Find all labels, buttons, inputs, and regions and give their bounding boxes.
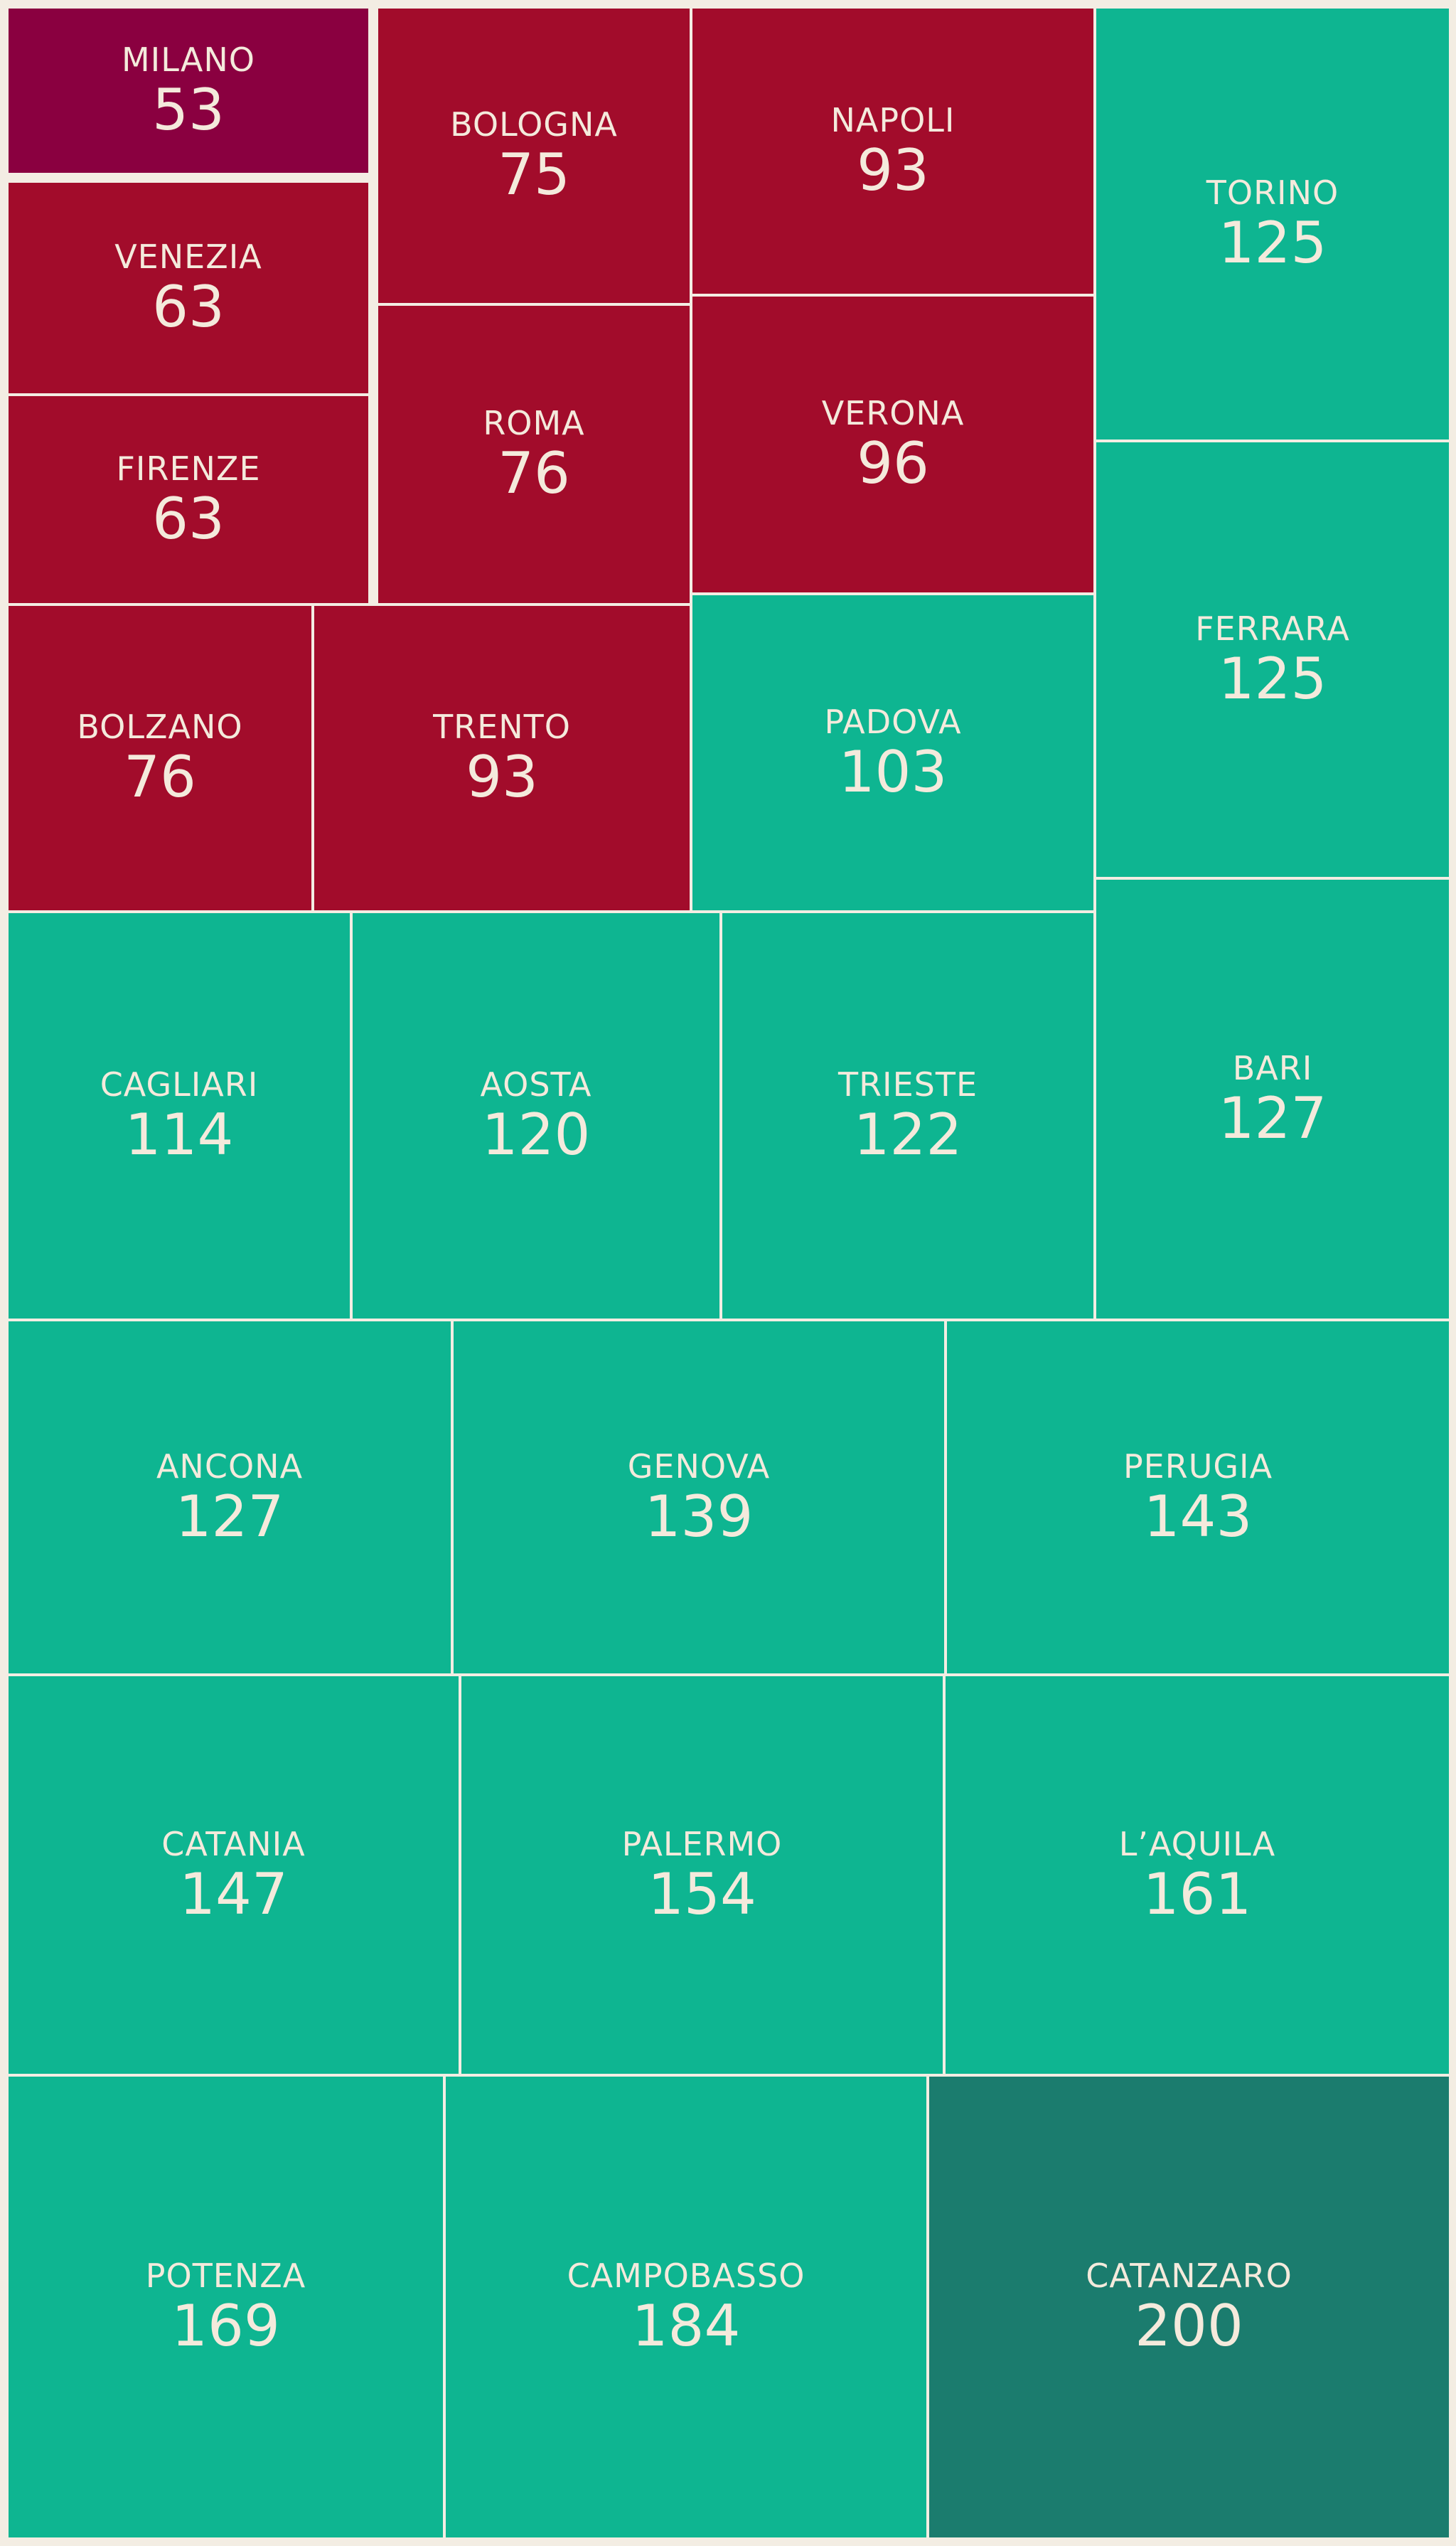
tile-value: 161 bbox=[1142, 1860, 1252, 1927]
tile-value: 125 bbox=[1218, 645, 1327, 712]
treemap-tile: TORINO 125 bbox=[1095, 7, 1450, 441]
tile-label: GENOVA bbox=[627, 1447, 771, 1486]
tile-label: FERRARA bbox=[1195, 609, 1350, 648]
tile-value: 63 bbox=[152, 485, 225, 552]
tile-label: BOLOGNA bbox=[450, 105, 618, 144]
tile-label: PERUGIA bbox=[1123, 1447, 1273, 1486]
treemap-tile: BOLOGNA 75 bbox=[377, 7, 691, 304]
tile-value: 143 bbox=[1143, 1483, 1253, 1550]
treemap-tile: NAPOLI 93 bbox=[691, 7, 1095, 295]
treemap-tile: POTENZA 169 bbox=[7, 2075, 444, 2539]
tile-label: VERONA bbox=[821, 394, 965, 432]
tile-label: VENEZIA bbox=[114, 238, 262, 276]
tile-value: 75 bbox=[498, 142, 570, 208]
treemap-tile: CAMPOBASSO 184 bbox=[444, 2075, 928, 2539]
tile-value: 103 bbox=[838, 738, 948, 805]
treemap-tile: CATANIA 147 bbox=[7, 1675, 460, 2075]
tile-label: TRIESTE bbox=[837, 1065, 978, 1104]
tile-label: BARI bbox=[1232, 1048, 1313, 1087]
tile-label: PALERMO bbox=[621, 1824, 783, 1863]
tile-label: CATANIA bbox=[161, 1824, 306, 1863]
tile-value: 139 bbox=[644, 1483, 754, 1550]
tile-value: 184 bbox=[631, 2293, 741, 2359]
treemap-tile: BARI 127 bbox=[1095, 878, 1450, 1320]
tile-value: 76 bbox=[124, 744, 196, 810]
tile-value: 120 bbox=[481, 1102, 591, 1168]
treemap-tile: PERUGIA 143 bbox=[946, 1320, 1450, 1675]
tile-value: 96 bbox=[857, 430, 929, 496]
tile-value: 93 bbox=[857, 137, 929, 203]
treemap-tile: CAGLIARI 114 bbox=[7, 912, 351, 1320]
treemap-tile: PALERMO 154 bbox=[460, 1675, 944, 2075]
treemap-tile: L’AQUILA 161 bbox=[944, 1675, 1450, 2075]
tile-label: AOSTA bbox=[480, 1065, 592, 1104]
tile-label: CATANZARO bbox=[1086, 2257, 1292, 2295]
treemap-tile: GENOVA 139 bbox=[452, 1320, 946, 1675]
treemap-tile: ROMA 76 bbox=[377, 304, 691, 604]
tile-label: NAPOLI bbox=[830, 100, 956, 139]
treemap-tile: PADOVA 103 bbox=[691, 594, 1095, 912]
tile-label: ANCONA bbox=[156, 1447, 304, 1486]
tile-value: 53 bbox=[152, 76, 225, 143]
tile-value: 147 bbox=[179, 1860, 288, 1927]
treemap-tile: BOLZANO 76 bbox=[7, 604, 313, 912]
tile-value: 169 bbox=[171, 2293, 280, 2359]
treemap-tile: FERRARA 125 bbox=[1095, 441, 1450, 878]
treemap-tile: ANCONA 127 bbox=[7, 1320, 452, 1675]
tile-label: FIRENZE bbox=[116, 449, 261, 488]
treemap-tile: TRIESTE 122 bbox=[721, 912, 1095, 1320]
tile-label: ROMA bbox=[483, 404, 585, 442]
tile-value: 76 bbox=[498, 440, 570, 506]
treemap-tile: TRENTO 93 bbox=[313, 604, 691, 912]
tile-label: BOLZANO bbox=[77, 708, 243, 746]
tile-label: L’AQUILA bbox=[1118, 1824, 1276, 1863]
treemap-tile: FIRENZE 63 bbox=[7, 395, 370, 604]
treemap-tile: MILANO 53 bbox=[7, 7, 370, 174]
treemap-tile: CATANZARO 200 bbox=[928, 2075, 1450, 2539]
tile-label: CAMPOBASSO bbox=[567, 2257, 805, 2295]
tile-label: TORINO bbox=[1206, 174, 1339, 212]
tile-value: 93 bbox=[466, 744, 538, 810]
treemap-tile: AOSTA 120 bbox=[351, 912, 721, 1320]
tile-value: 200 bbox=[1135, 2293, 1243, 2359]
tile-label: TRENTO bbox=[433, 708, 571, 746]
tile-value: 122 bbox=[853, 1102, 963, 1168]
tile-value: 127 bbox=[175, 1483, 284, 1550]
treemap-tile: VERONA 96 bbox=[691, 295, 1095, 594]
tile-value: 63 bbox=[152, 274, 225, 340]
tile-value: 125 bbox=[1218, 210, 1327, 276]
tile-value: 154 bbox=[648, 1860, 756, 1927]
tile-label: MILANO bbox=[121, 40, 256, 79]
treemap-tile: VENEZIA 63 bbox=[7, 181, 370, 395]
tile-label: POTENZA bbox=[145, 2257, 306, 2295]
tile-value: 114 bbox=[124, 1102, 234, 1168]
tile-value: 127 bbox=[1218, 1085, 1327, 1151]
tile-label: CAGLIARI bbox=[100, 1065, 259, 1104]
tile-label: PADOVA bbox=[824, 702, 962, 741]
